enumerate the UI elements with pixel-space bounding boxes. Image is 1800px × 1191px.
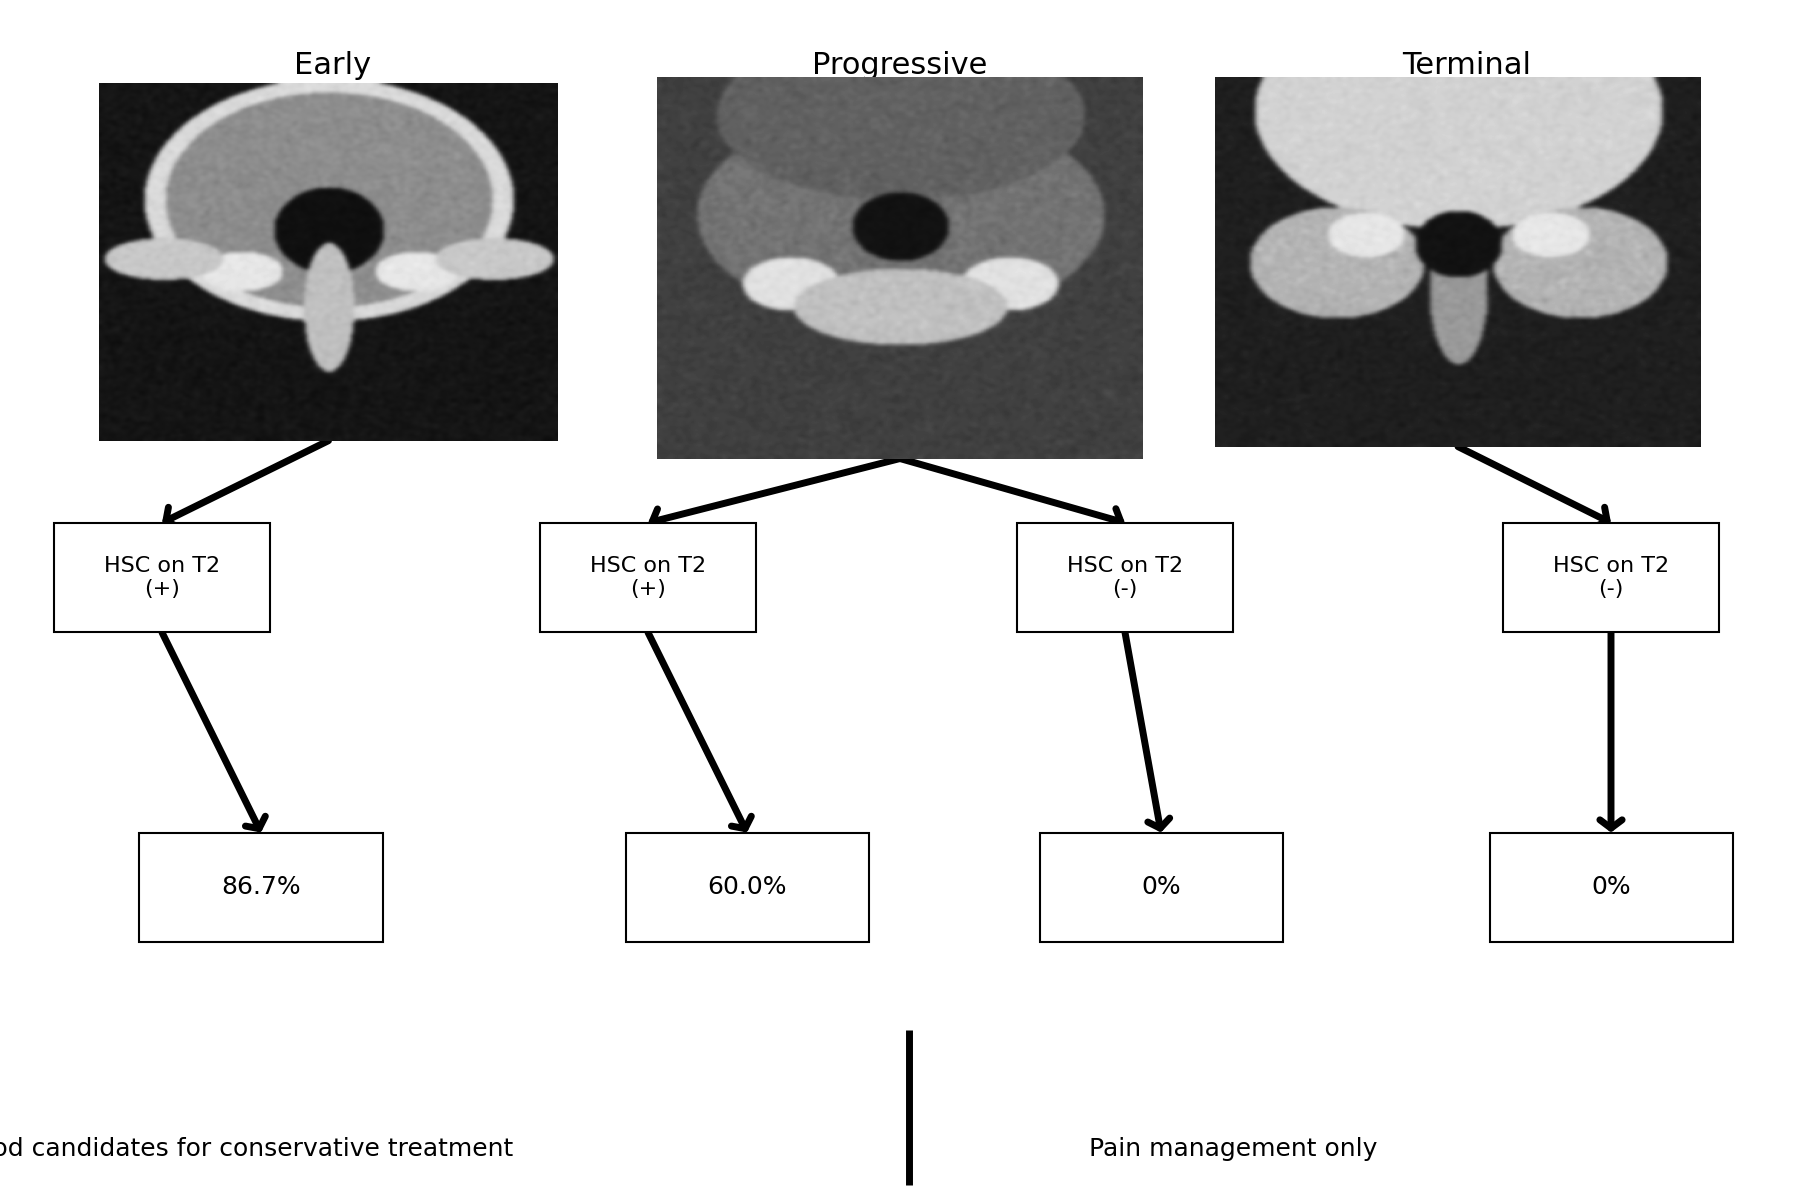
Text: Good candidates for conservative treatment: Good candidates for conservative treatme… <box>0 1137 513 1161</box>
Text: 86.7%: 86.7% <box>221 875 301 899</box>
FancyBboxPatch shape <box>626 833 868 942</box>
Text: HSC on T2
(-): HSC on T2 (-) <box>1553 556 1669 599</box>
Text: Terminal: Terminal <box>1402 51 1532 80</box>
Text: HSC on T2
(-): HSC on T2 (-) <box>1067 556 1183 599</box>
FancyBboxPatch shape <box>139 833 382 942</box>
FancyBboxPatch shape <box>1040 833 1282 942</box>
Text: HSC on T2
(+): HSC on T2 (+) <box>590 556 706 599</box>
Text: Progressive: Progressive <box>812 51 988 80</box>
Text: 0%: 0% <box>1591 875 1631 899</box>
Text: Pain management only: Pain management only <box>1089 1137 1377 1161</box>
FancyBboxPatch shape <box>1017 523 1233 632</box>
Text: 60.0%: 60.0% <box>707 875 787 899</box>
FancyBboxPatch shape <box>1490 833 1732 942</box>
Text: Early: Early <box>295 51 371 80</box>
FancyBboxPatch shape <box>1503 523 1719 632</box>
Text: 0%: 0% <box>1141 875 1181 899</box>
Text: HSC on T2
(+): HSC on T2 (+) <box>104 556 220 599</box>
FancyBboxPatch shape <box>54 523 270 632</box>
FancyBboxPatch shape <box>540 523 756 632</box>
